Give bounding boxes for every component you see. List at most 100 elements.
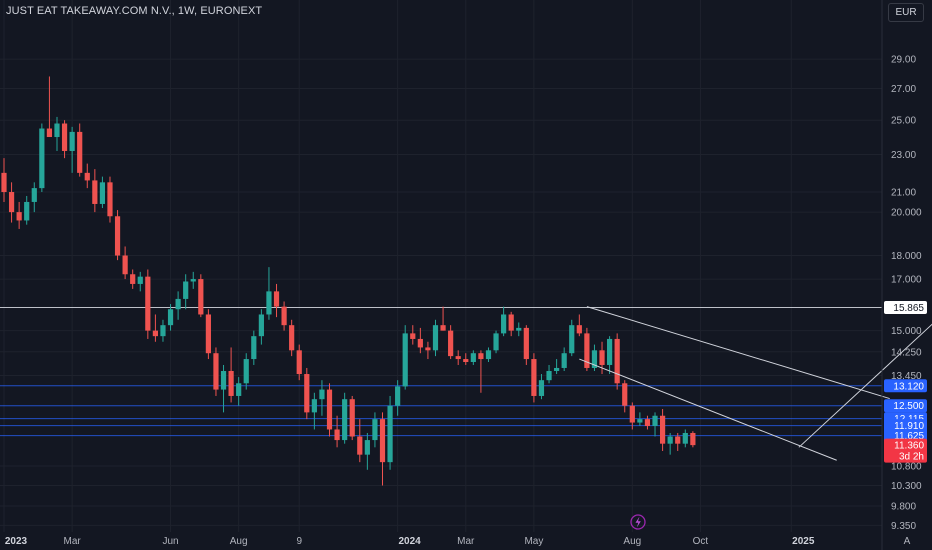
- candle-body: [637, 419, 643, 423]
- candle-body: [387, 405, 393, 463]
- candle-body: [622, 383, 628, 406]
- candle-body: [440, 325, 446, 331]
- candle-body: [16, 212, 22, 221]
- y-tick-label: 14.250: [891, 347, 922, 358]
- x-tick-label: 9: [296, 536, 302, 547]
- time-axis[interactable]: 2023 Mar Jun Aug 9 2024 Mar May Aug Oct 2025: [5, 536, 815, 547]
- candle-body: [130, 274, 136, 284]
- price-axis[interactable]: 29.00 27.00 25.00 23.00 21.00 20.000 18.000 17.…: [891, 55, 922, 532]
- candle-body: [432, 325, 439, 351]
- candle-body: [644, 419, 651, 426]
- candle-body: [478, 353, 484, 360]
- candle-body: [629, 405, 635, 423]
- auto-scale-button[interactable]: A: [904, 536, 911, 547]
- candle-body: [659, 415, 666, 444]
- candle-body: [24, 201, 30, 221]
- candle-body: [538, 380, 545, 396]
- candle-body: [167, 309, 174, 326]
- candle-body: [61, 123, 68, 151]
- candle-body: [614, 338, 620, 384]
- price-axis-labels: 15.86513.12012.50012.11511.91011.62511.3…: [884, 301, 927, 463]
- candle-body: [493, 333, 499, 351]
- candle-body: [251, 336, 257, 360]
- candle-body: [561, 353, 567, 368]
- y-tick-label: 15.000: [891, 326, 922, 337]
- candle-body: [107, 182, 113, 217]
- x-tick-label: Mar: [64, 536, 82, 547]
- candle-body: [455, 356, 461, 360]
- currency-button[interactable]: EUR: [888, 3, 924, 22]
- candle-body: [682, 432, 688, 444]
- y-tick-label: 10.800: [891, 461, 922, 472]
- candle-body: [379, 419, 386, 463]
- candle-body: [607, 338, 613, 365]
- candle-body: [463, 359, 469, 363]
- candle-body: [266, 291, 272, 315]
- x-tick-label: May: [524, 536, 543, 547]
- candle-body: [652, 415, 658, 426]
- candle-body: [342, 399, 348, 441]
- candle-body: [289, 325, 295, 351]
- x-tick-label: Aug: [230, 536, 248, 547]
- candle-body: [417, 338, 423, 348]
- candle-body: [576, 325, 582, 334]
- y-tick-label: 9.350: [891, 521, 916, 532]
- candle-body: [258, 314, 264, 337]
- candles: [1, 76, 696, 486]
- y-tick-label: 23.00: [891, 150, 916, 161]
- last-price-label: 11.360: [894, 441, 924, 452]
- candle-body: [546, 370, 552, 381]
- candle-body: [243, 359, 249, 384]
- candle-body: [470, 353, 476, 363]
- y-tick-label: 17.000: [891, 275, 922, 286]
- candle-body: [501, 314, 507, 334]
- lightning-icon[interactable]: [630, 514, 646, 530]
- level-label-bg: [884, 379, 927, 393]
- y-tick-label: 21.00: [891, 188, 916, 199]
- candle-body: [99, 182, 106, 204]
- x-tick-label: Aug: [623, 536, 641, 547]
- x-tick-label: 2024: [399, 536, 422, 547]
- candle-body: [1, 172, 7, 193]
- candle-body: [198, 279, 204, 315]
- candle-body: [160, 325, 166, 337]
- level-label: 11.910: [894, 421, 924, 432]
- trendline: [798, 323, 932, 448]
- candle-body: [236, 383, 242, 396]
- y-tick-label: 9.800: [891, 501, 916, 512]
- candle-body: [190, 279, 196, 282]
- candle-body: [8, 192, 15, 213]
- candle-body: [122, 255, 128, 275]
- candle-body: [485, 350, 492, 360]
- candle-body: [425, 347, 431, 351]
- y-tick-label: 18.000: [891, 251, 922, 262]
- candle-body: [213, 353, 219, 390]
- y-tick-label: 10.300: [891, 481, 922, 492]
- level-label-bg: [884, 301, 927, 315]
- trendline: [586, 306, 890, 400]
- y-tick-label: 27.00: [891, 84, 916, 95]
- candle-body: [114, 216, 121, 256]
- candle-body: [137, 276, 143, 284]
- candle-body: [667, 436, 673, 444]
- x-tick-label: 2023: [5, 536, 28, 547]
- candle-body: [349, 399, 355, 437]
- x-tick-label: Jun: [162, 536, 178, 547]
- y-tick-label: 29.00: [891, 55, 916, 66]
- candle-body: [31, 188, 37, 202]
- candle-body: [410, 333, 416, 339]
- candle-body: [554, 367, 560, 371]
- candle-body: [402, 333, 408, 387]
- candle-body: [84, 172, 90, 181]
- y-tick-label: 20.000: [891, 208, 922, 219]
- candle-body: [54, 123, 60, 138]
- candle-body: [281, 306, 287, 326]
- candle-body: [175, 298, 181, 310]
- trendlines: [579, 306, 932, 461]
- candle-body: [584, 333, 590, 368]
- candle-body: [326, 389, 333, 430]
- candle-body: [145, 276, 151, 331]
- level-label-bg: [884, 399, 927, 413]
- level-label-bg: [884, 419, 927, 433]
